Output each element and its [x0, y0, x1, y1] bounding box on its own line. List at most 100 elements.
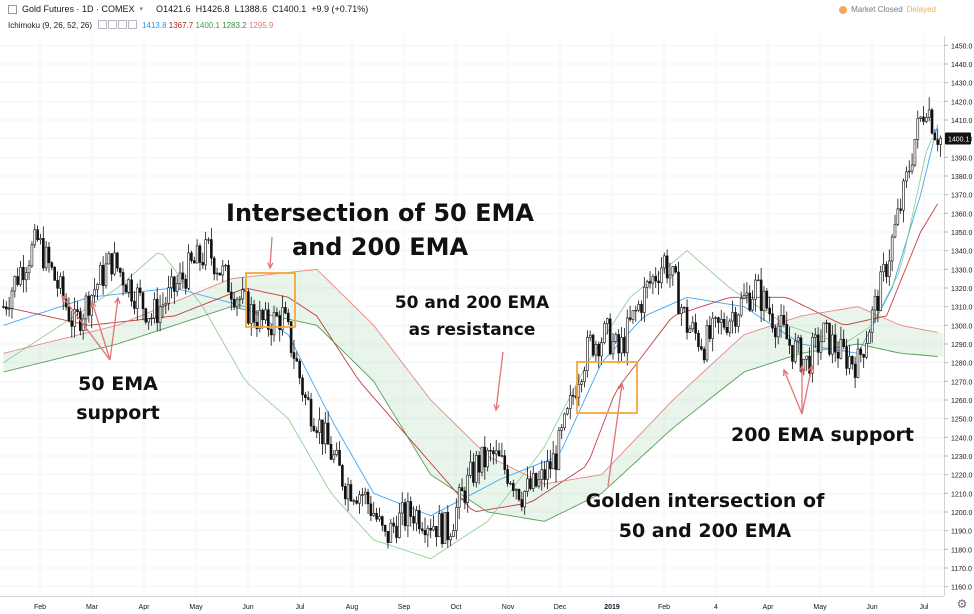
time-tick-label: Oct: [451, 604, 462, 611]
candle-body: [523, 491, 526, 508]
candle-body: [295, 358, 299, 362]
annotation-200ema-support: 200 EMA support: [700, 422, 945, 449]
more-icon[interactable]: [128, 20, 138, 29]
candle-body: [212, 257, 216, 275]
candle-body: [301, 377, 304, 396]
gear-icon[interactable]: ⚙: [956, 597, 968, 611]
candle-body: [195, 245, 199, 264]
cloud-segment: [271, 273, 277, 317]
cloud-segment: [305, 269, 312, 325]
candle-body: [267, 309, 270, 330]
cloud-segment: [248, 276, 255, 312]
arrow-head: [61, 294, 68, 303]
candle-body: [130, 279, 133, 302]
candle-body: [902, 180, 905, 211]
candle-body: [822, 322, 826, 343]
settings-icon[interactable]: [108, 20, 118, 29]
annotation-arrow: [798, 364, 806, 414]
candle-body: [916, 118, 920, 140]
annotation-line: 50 EMA: [78, 373, 158, 395]
candle-body: [828, 322, 831, 355]
candle-body: [637, 304, 640, 311]
candle-body: [665, 255, 669, 279]
candle-body: [429, 527, 432, 531]
candle-body: [87, 295, 91, 316]
candle-body: [326, 422, 330, 445]
price-tick-label: 1350.0: [951, 230, 973, 237]
cloud-segment: [168, 302, 175, 328]
eye-icon[interactable]: [98, 20, 108, 29]
cloud-segment: [49, 340, 55, 361]
candle-body: [184, 278, 188, 289]
candle-body: [198, 245, 202, 263]
cloud-segment: [425, 392, 431, 475]
cloud-segment: [835, 309, 841, 348]
candle-body: [674, 266, 677, 273]
candle-body: [882, 264, 885, 273]
highlight-boxes: [245, 272, 638, 414]
price-tick-label: 1240.0: [951, 435, 973, 442]
symbol-label[interactable]: Gold Futures · 1D · COMEX: [22, 4, 135, 14]
candle-body: [358, 494, 361, 504]
candle-body: [794, 340, 797, 362]
cloud-segment: [225, 278, 232, 309]
arrow-shaft: [109, 297, 119, 361]
annotation-arrow: [607, 382, 625, 487]
cloud-segment: [556, 481, 562, 516]
price-tick-label: 1260.0: [951, 398, 973, 405]
candle-body: [905, 171, 908, 182]
candle-body: [116, 252, 119, 269]
candle-body: [922, 116, 925, 122]
candle-body: [230, 291, 233, 300]
cloud-segment: [77, 333, 84, 354]
cloud-segment: [601, 468, 608, 494]
ohlc-close: C1400.1: [272, 4, 307, 14]
symbol-icon[interactable]: [8, 4, 17, 14]
cloud-segment: [590, 475, 596, 499]
candle-body: [118, 267, 122, 273]
annotation-50ema-support: 50 EMA support: [48, 370, 188, 429]
candle-body: [278, 315, 282, 330]
candle-body: [925, 117, 928, 122]
candle-body: [885, 264, 888, 277]
candle-body: [56, 280, 59, 289]
candle-body: [936, 139, 940, 145]
candle-body: [708, 325, 712, 339]
cloud-segment: [316, 269, 323, 331]
arrow-shaft: [495, 351, 504, 411]
cloud-segment: [578, 477, 585, 505]
indicator-value: 1367.7: [168, 21, 194, 30]
cloud-segment: [419, 385, 425, 466]
candle-body: [859, 348, 863, 355]
candle-body: [657, 280, 660, 284]
time-tick-label: Feb: [658, 604, 670, 611]
candle-body: [204, 239, 207, 266]
price-tick-label: 1420.0: [951, 99, 973, 106]
indicator-value: 1400.1: [195, 21, 220, 30]
candle-body: [315, 430, 319, 433]
cloud-segment: [373, 325, 380, 391]
candle-body: [192, 260, 196, 264]
remove-icon[interactable]: [118, 20, 128, 29]
candle-body: [836, 351, 840, 359]
cloud-segment: [442, 411, 448, 486]
candle-body: [845, 346, 848, 369]
annotation-intersection: Intersection of 50 EMA and 200 EMA: [210, 196, 550, 264]
candle-body: [144, 308, 148, 323]
candle-body: [10, 290, 14, 309]
candle-body: [551, 453, 555, 470]
cloud-segment: [379, 332, 386, 400]
candle-body: [509, 483, 512, 485]
candle-body: [355, 500, 358, 504]
candle-body: [776, 325, 780, 338]
chevron-down-icon[interactable]: ▾: [139, 6, 144, 13]
price-change: +9.9 (+0.71%): [311, 4, 369, 14]
candle-body: [728, 320, 732, 333]
cloud-segment: [208, 285, 215, 315]
indicator-label[interactable]: Ichimoku (9, 26, 52, 26): [8, 21, 93, 30]
candle-body: [725, 326, 729, 333]
price-tick-label: 1190.0: [951, 529, 972, 536]
cloud-segment: [214, 283, 220, 313]
candle-body: [47, 246, 51, 264]
